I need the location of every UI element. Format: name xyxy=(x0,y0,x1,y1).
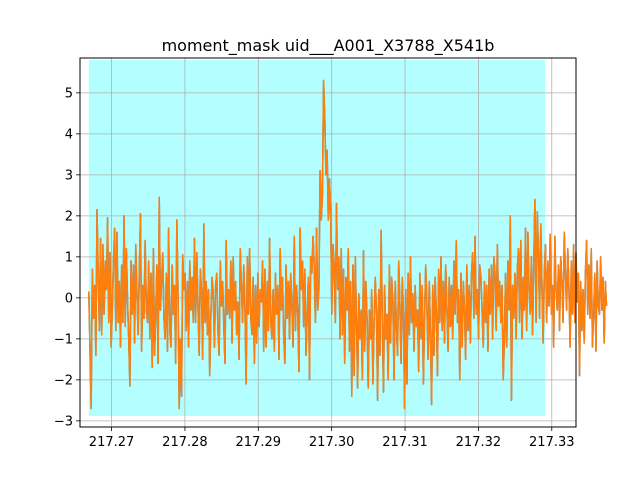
plot-frame xyxy=(79,57,577,428)
x-tick-label: 217.30 xyxy=(309,435,355,450)
x-tick-label: 217.28 xyxy=(162,435,208,450)
chart-title: moment_mask uid___A001_X3788_X541b xyxy=(162,36,495,56)
y-tick-label: 3 xyxy=(65,168,73,183)
y-tick-label: 5 xyxy=(65,86,73,101)
series-line-2 xyxy=(88,79,608,410)
x-tick-label: 217.31 xyxy=(382,435,428,450)
x-tick-label: 217.32 xyxy=(456,435,502,450)
y-axis: −3 −2 −1 0 1 2 3 4 5 xyxy=(54,86,80,429)
x-tick-label: 217.29 xyxy=(236,435,282,450)
y-tick-label: 0 xyxy=(65,291,73,306)
x-tick-label: 217.33 xyxy=(529,435,575,450)
y-tick-label: −2 xyxy=(54,373,73,388)
y-tick-label: 2 xyxy=(65,209,73,224)
y-tick-label: 1 xyxy=(65,250,73,265)
grid xyxy=(80,58,576,427)
y-tick-label: 4 xyxy=(65,127,73,142)
x-axis: 217.27 217.28 217.29 217.30 217.31 217.32 217.… xyxy=(89,427,575,450)
y-tick-label: −3 xyxy=(54,414,73,429)
x-tick-label: 217.27 xyxy=(89,435,135,450)
y-tick-label: −1 xyxy=(54,332,73,347)
series-layer xyxy=(88,79,608,410)
